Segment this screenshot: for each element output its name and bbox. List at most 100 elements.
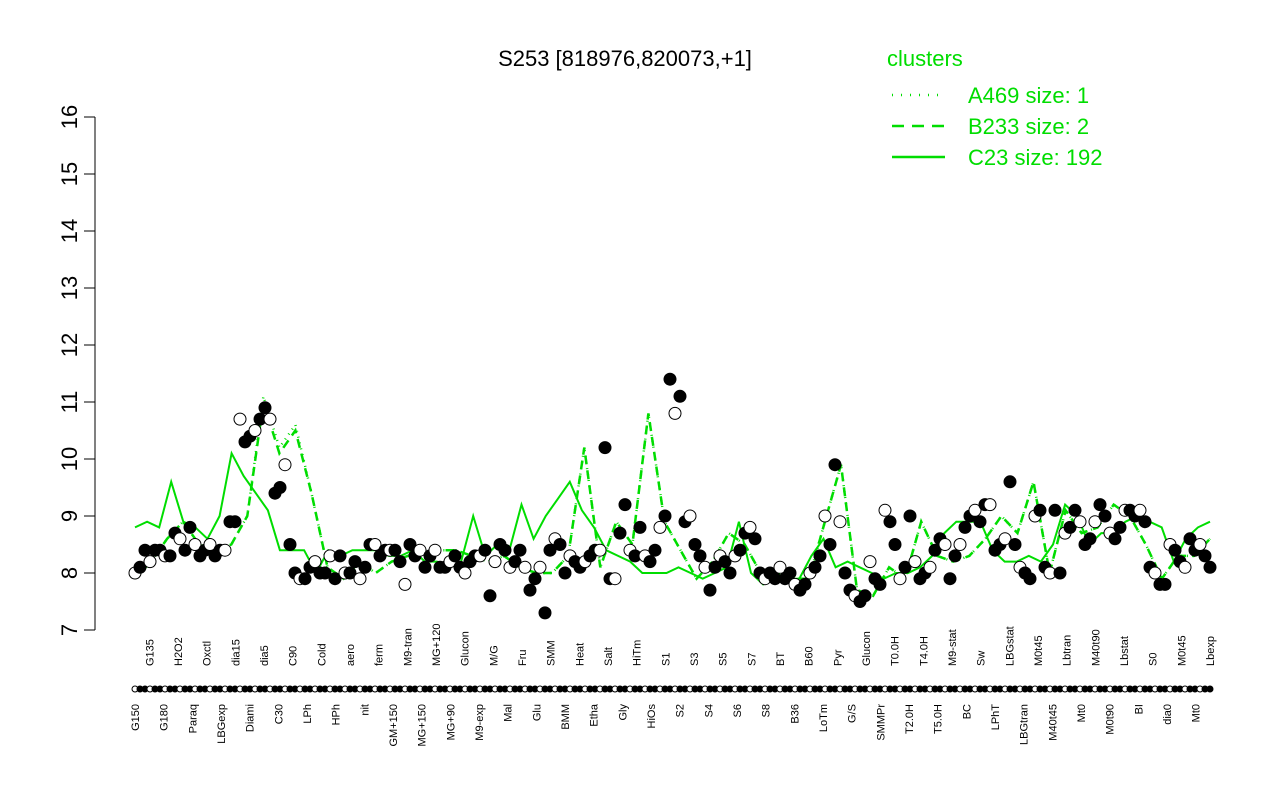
x-tick-label: S7 [746,653,758,666]
data-point [228,515,242,529]
data-point [648,543,662,557]
data-point [658,509,672,523]
x-tick-label: M0t45 [1176,635,1188,666]
data-point [393,555,407,569]
y-tick-label: 11 [57,391,82,414]
data-point [513,543,527,557]
data-point [333,549,347,563]
data-point [668,406,682,420]
x-tick-label: HiOs [646,704,658,729]
data-point [413,543,427,557]
data-point [298,572,312,586]
data-point [798,577,812,591]
x-tick-label: Cold [316,643,328,666]
data-point [958,520,972,534]
data-point [1003,475,1017,489]
chart-title: S253 [818976,820073,+1] [498,46,752,71]
data-point [418,560,432,574]
data-point [783,566,797,580]
x-tick-label: M9-tran [402,628,414,666]
x-tick-label: BT [775,652,787,666]
data-point [1133,503,1147,517]
x-tick-label: dia5 [259,645,271,666]
x-tick-label: C90 [288,646,300,666]
data-point [133,560,147,574]
x-tick-label: H2O2 [173,637,185,666]
data-point [943,572,957,586]
data-point [613,526,627,540]
data-point [883,515,897,529]
data-point [998,532,1012,546]
data-point [1063,520,1077,534]
data-point [888,538,902,551]
x-tick-label: Lbexp [1205,636,1217,666]
data-point [983,498,997,512]
x-tick-label: GM+150 [388,704,400,747]
data-point [1183,532,1197,546]
x-tick-label: Paraq [187,704,199,733]
data-point [173,532,187,546]
data-point [448,549,462,563]
x-tick-label: Glucon [861,631,873,666]
data-point [1108,532,1122,546]
data-point [1073,515,1087,529]
data-points [128,372,1217,620]
x-tick-label: BC [961,704,973,719]
x-tick-label: S3 [689,653,701,666]
data-point [708,560,722,574]
x-tick-label: M0t45 [1033,635,1045,666]
x-tick-label: M40t90 [1090,629,1102,666]
data-point [898,560,912,574]
data-point [1148,566,1162,580]
data-point [1198,549,1212,563]
x-tick-label: S4 [703,704,715,717]
data-point [1053,566,1067,580]
data-point [533,560,547,574]
x-tick-label: HPh [331,704,343,725]
data-point [948,549,962,563]
x-tick-label: T2.0H [904,704,916,734]
data-point [343,566,357,580]
data-point [743,520,757,534]
data-point [1098,509,1112,523]
data-point [1008,538,1022,551]
data-point [428,543,442,557]
data-point [558,566,572,580]
x-tick-label: Pyr [832,649,844,666]
data-point [1193,538,1207,551]
x-tick-label: S8 [761,704,773,717]
x-tick-label: HiTm [632,640,644,666]
data-point [808,560,822,574]
legend: clusters A469 size: 1 B233 size: 2 C23 siz… [887,46,1103,170]
y-tick-label: 15 [57,162,82,186]
x-tick-label: MG+90 [445,704,457,740]
x-tick-label: Glu [531,704,543,721]
data-point [873,577,887,591]
x-tick-label: Mt0 [1076,704,1088,722]
x-axis: G150 G135 G180 H2O2 Paraq Oxctl LBGexp dia15 Dia… [130,624,1217,747]
data-point [718,555,732,569]
data-point [163,549,177,563]
data-point [923,560,937,574]
x-tick-label: Lbstat [1119,636,1131,666]
data-point [598,441,612,455]
data-point [863,555,877,569]
x-tick-label: BI [1133,704,1145,714]
data-point [938,538,952,551]
y-tick-label: 7 [57,624,82,636]
data-point [203,538,217,551]
x-tick-label: M40t45 [1047,704,1059,741]
data-point [733,543,747,557]
y-tick-label: 16 [57,105,82,129]
data-point [353,572,367,586]
legend-title: clusters [887,46,963,71]
data-point [838,566,852,580]
data-point [263,412,277,426]
data-point [703,583,717,597]
data-point [523,583,537,597]
x-tick-label: B36 [789,704,801,724]
series-line-dashed [134,401,1211,598]
x-tick-label: SMM [546,640,558,666]
x-tick-label: Diami [245,704,257,732]
x-tick-label: dia0 [1162,704,1174,725]
